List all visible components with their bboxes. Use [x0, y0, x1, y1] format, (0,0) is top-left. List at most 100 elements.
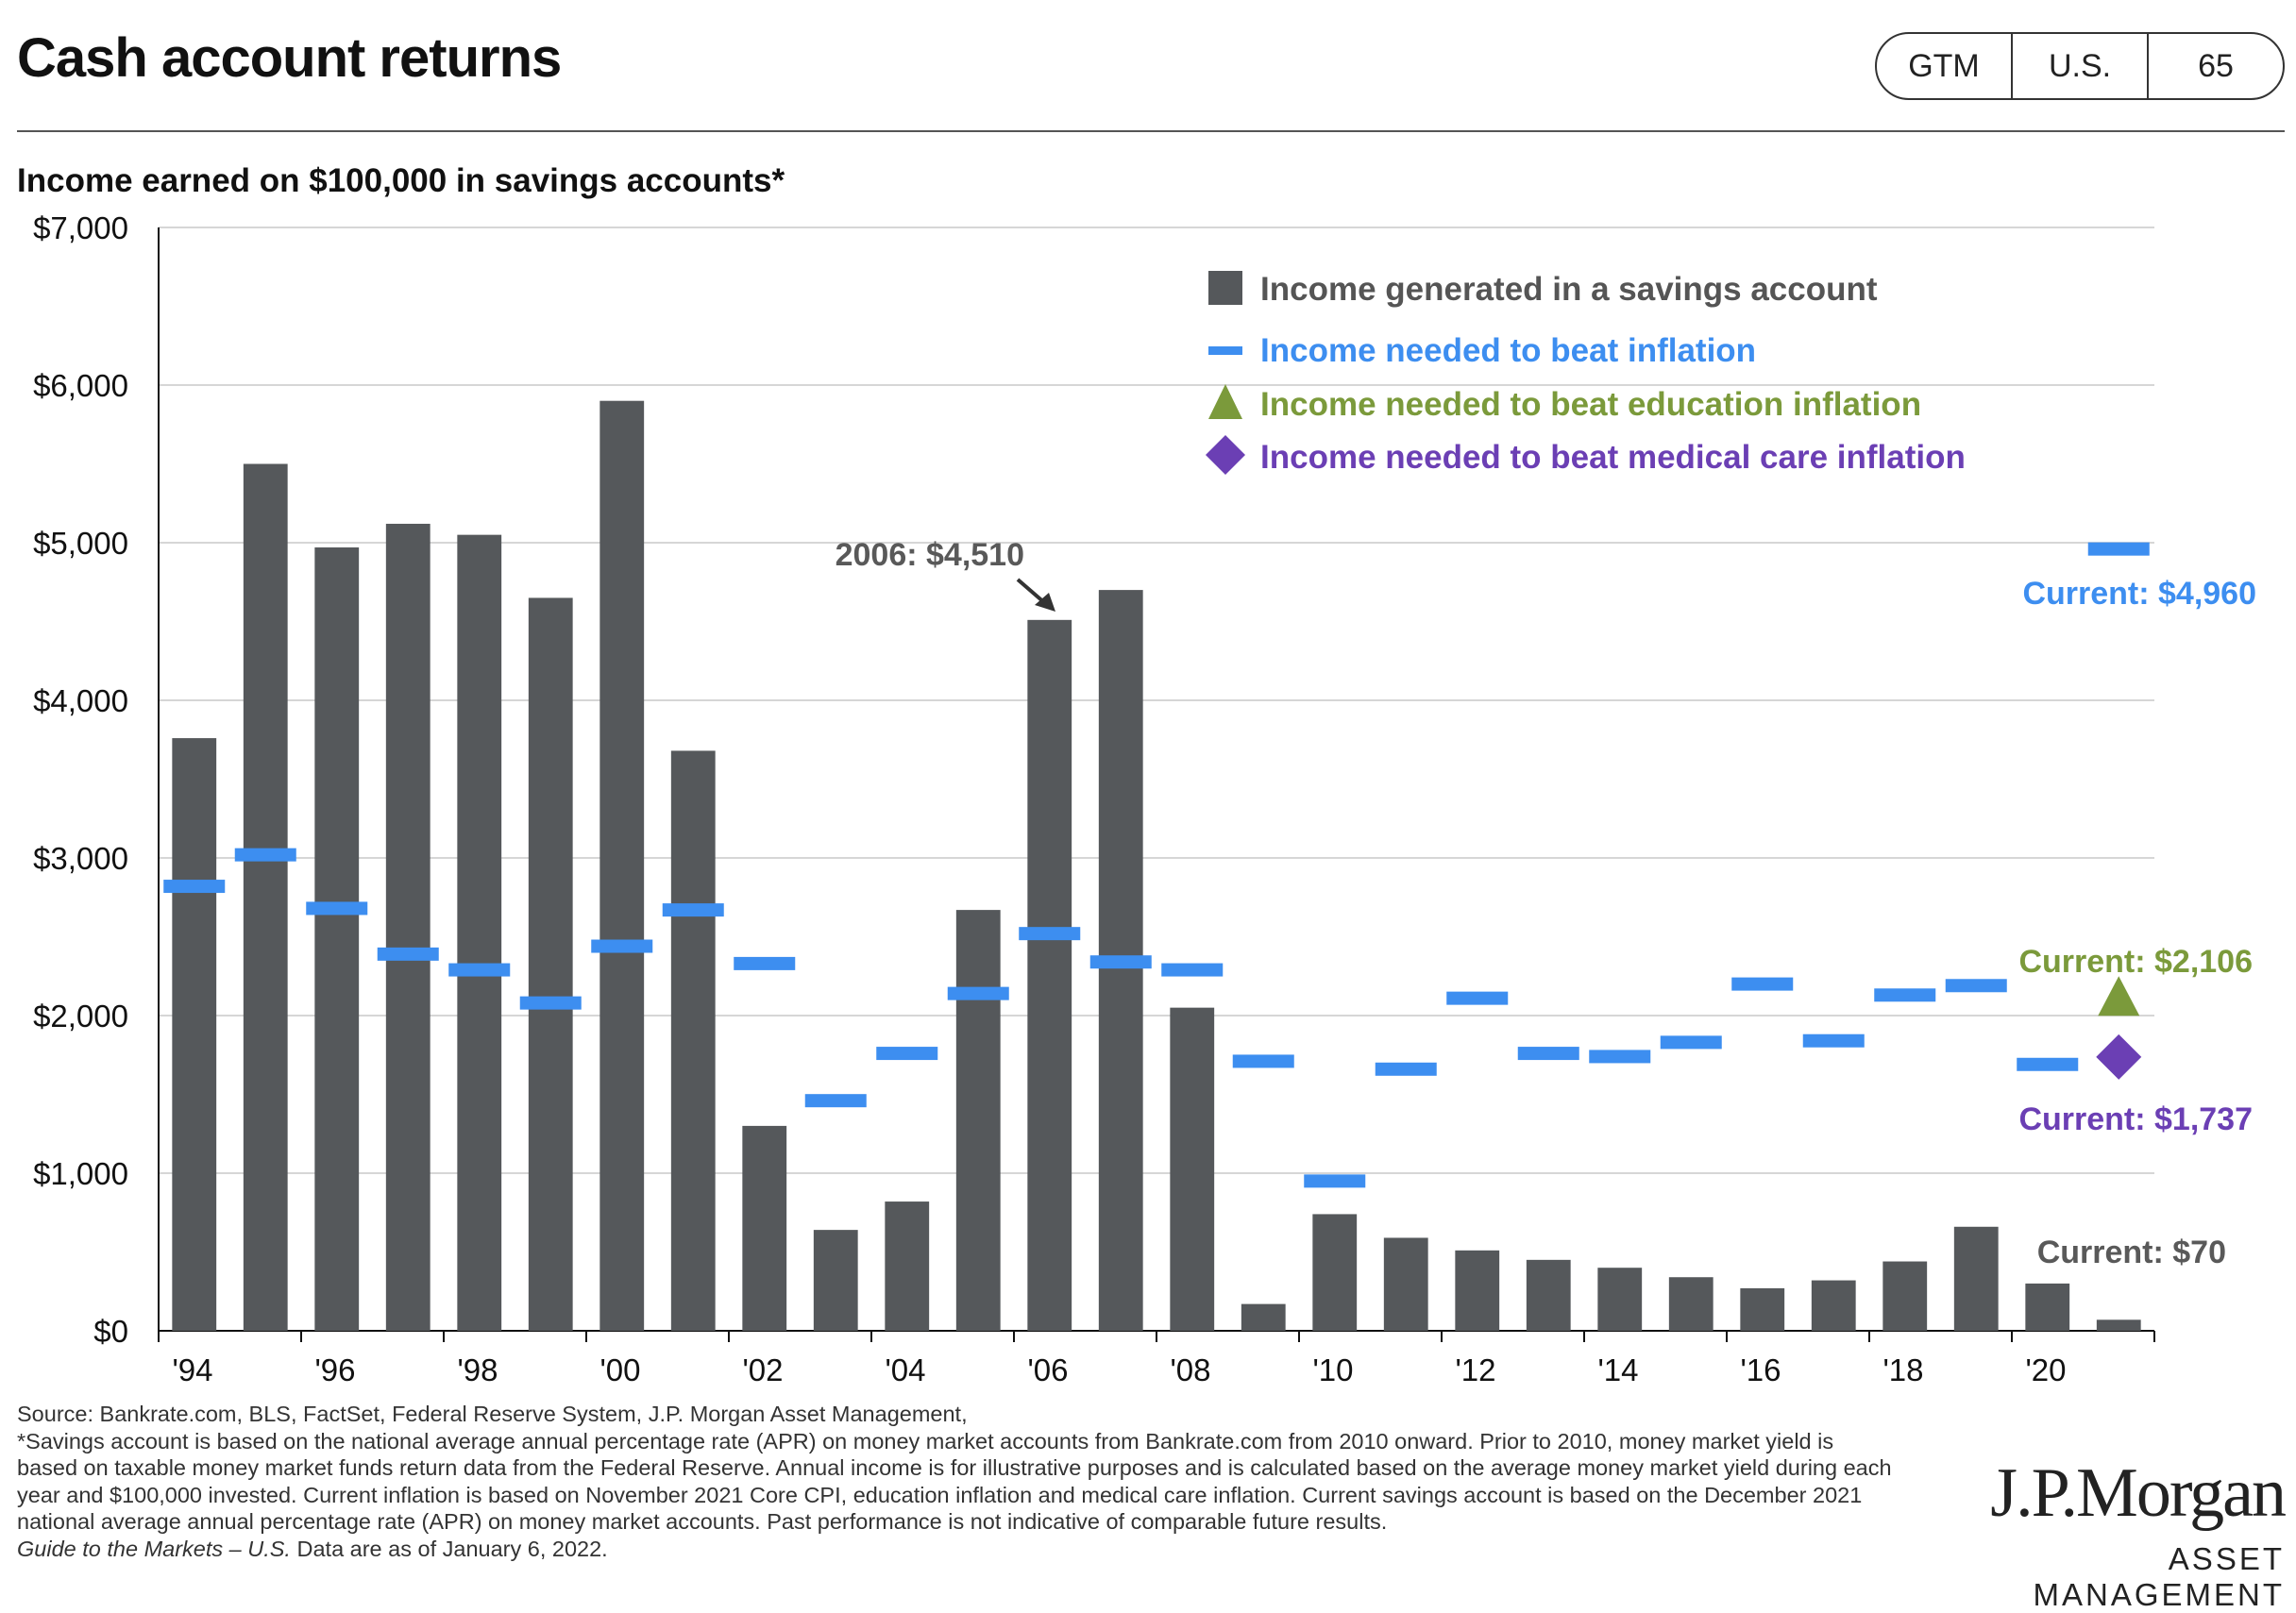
bar — [1312, 1214, 1358, 1331]
y-tick-label: $2,000 — [33, 999, 128, 1033]
bar — [243, 463, 288, 1331]
bar — [457, 534, 502, 1331]
bar — [955, 910, 1001, 1331]
inflation-dash — [306, 901, 368, 916]
x-tick-label: '04 — [885, 1353, 925, 1387]
header-divider — [17, 130, 2285, 132]
inflation-dash — [1304, 1174, 1366, 1188]
bar — [742, 1125, 787, 1331]
inflation-dash — [734, 956, 796, 970]
y-tick-label: $0 — [93, 1314, 128, 1349]
inflation-dash — [2017, 1057, 2079, 1071]
bar — [1953, 1226, 1999, 1331]
bar — [1882, 1261, 1928, 1331]
x-tick-label: '20 — [2025, 1353, 2066, 1387]
chart-subtitle: Income earned on $100,000 in savings acc… — [17, 162, 785, 199]
bar — [813, 1230, 858, 1331]
x-tick-label: '94 — [172, 1353, 212, 1387]
x-tick-label: '96 — [314, 1353, 355, 1387]
bar — [670, 750, 716, 1331]
inflation-dash — [377, 947, 439, 961]
x-tick-label: '12 — [1455, 1353, 1495, 1387]
bar — [1170, 1007, 1215, 1331]
legend-label-inflation: Income needed to beat inflation — [1260, 332, 1756, 369]
x-tick-label: '00 — [599, 1353, 640, 1387]
y-tick-label: $3,000 — [33, 841, 128, 876]
badge-page-number: 65 — [2147, 34, 2283, 98]
y-tick-label: $4,000 — [33, 683, 128, 718]
x-tick-label: '02 — [742, 1353, 783, 1387]
bar — [1811, 1280, 1856, 1331]
x-tick-label: '10 — [1312, 1353, 1353, 1387]
inflation-dash — [1232, 1054, 1294, 1068]
bar — [314, 547, 360, 1331]
badge-group: GTM U.S. 65 — [1875, 32, 2285, 100]
bar — [1668, 1277, 1714, 1331]
annotation-current-savings: Current: $70 — [2037, 1235, 2226, 1270]
bar — [599, 400, 645, 1331]
inflation-dash — [163, 880, 226, 894]
bar — [1740, 1287, 1785, 1331]
inflation-dash — [1517, 1047, 1579, 1061]
y-tick-label: $5,000 — [33, 526, 128, 561]
inflation-dash — [591, 939, 653, 953]
legend-label-education: Income needed to beat education inflatio… — [1260, 386, 1921, 423]
bar — [1383, 1237, 1428, 1331]
y-tick-label: $1,000 — [33, 1156, 128, 1191]
y-tick-label: $7,000 — [33, 210, 128, 245]
inflation-dash — [876, 1047, 938, 1061]
bar — [2096, 1319, 2141, 1331]
inflation-dash — [1446, 991, 1509, 1005]
inflation-dash — [947, 986, 1009, 1000]
logo-subtitle: ASSET MANAGEMENT — [2033, 1541, 2285, 1612]
x-tick-label: '14 — [1597, 1353, 1638, 1387]
legend-swatch-savings — [1208, 271, 1242, 305]
inflation-dash — [1375, 1062, 1437, 1076]
bar — [1526, 1259, 1571, 1331]
page-title: Cash account returns — [17, 27, 562, 89]
bar — [885, 1201, 930, 1331]
inflation-dash — [662, 903, 724, 917]
legend-swatch-medical — [1206, 435, 1245, 475]
legend-swatch-inflation — [1208, 346, 1242, 355]
inflation-dash — [1089, 955, 1152, 969]
x-tick-label: '16 — [1740, 1353, 1781, 1387]
badge-us: U.S. — [2011, 34, 2147, 98]
bar — [1027, 619, 1072, 1331]
chart: $0 $1,000 $2,000 $3,000 $4,000 $5,000 $6,000 $7… — [33, 210, 2256, 1387]
inflation-dash — [1945, 979, 2007, 993]
inflation-dash — [1874, 988, 1936, 1002]
annotation-arrowhead — [1035, 593, 1055, 612]
education-inflation-marker — [2098, 976, 2140, 1017]
x-tick-label: '18 — [1882, 1353, 1923, 1387]
annotation-current-education: Current: $2,106 — [2018, 944, 2253, 980]
inflation-dash — [1731, 977, 1794, 991]
bar — [1455, 1250, 1500, 1331]
badge-gtm: GTM — [1908, 47, 1980, 84]
inflation-dash — [234, 848, 296, 862]
x-tick-label: '08 — [1170, 1353, 1210, 1387]
bar — [172, 738, 217, 1331]
x-tick-label: '98 — [457, 1353, 498, 1387]
annotation-current-inflation: Current: $4,960 — [2022, 576, 2256, 612]
inflation-dash — [804, 1094, 867, 1108]
medical-inflation-marker — [2096, 1033, 2142, 1080]
legend-label-medical: Income needed to beat medical care infla… — [1260, 439, 1966, 476]
footnote-source: Source: Bankrate.com, BLS, FactSet, Fede… — [17, 1402, 968, 1426]
logo-brand: J.P.Morgan — [1990, 1454, 2287, 1532]
inflation-dash — [1019, 927, 1081, 941]
jpmorgan-logo: J.P.Morgan ASSET MANAGEMENT — [1935, 1454, 2287, 1613]
bar — [385, 523, 430, 1331]
footnote: Source: Bankrate.com, BLS, FactSet, Fede… — [17, 1401, 1896, 1563]
bar — [528, 597, 573, 1331]
annotation-current-medical: Current: $1,737 — [2018, 1101, 2253, 1137]
footnote-guide-date: Data are as of January 6, 2022. — [290, 1536, 608, 1561]
legend-label-savings: Income generated in a savings account — [1260, 271, 1878, 308]
inflation-dash — [1161, 963, 1224, 977]
bar — [1241, 1303, 1286, 1331]
annotation-2006: 2006: $4,510 — [836, 537, 1024, 573]
inflation-dash — [519, 996, 582, 1010]
inflation-dash — [1802, 1033, 1865, 1048]
x-tick-label: '06 — [1027, 1353, 1068, 1387]
legend-swatch-education — [1208, 384, 1242, 419]
